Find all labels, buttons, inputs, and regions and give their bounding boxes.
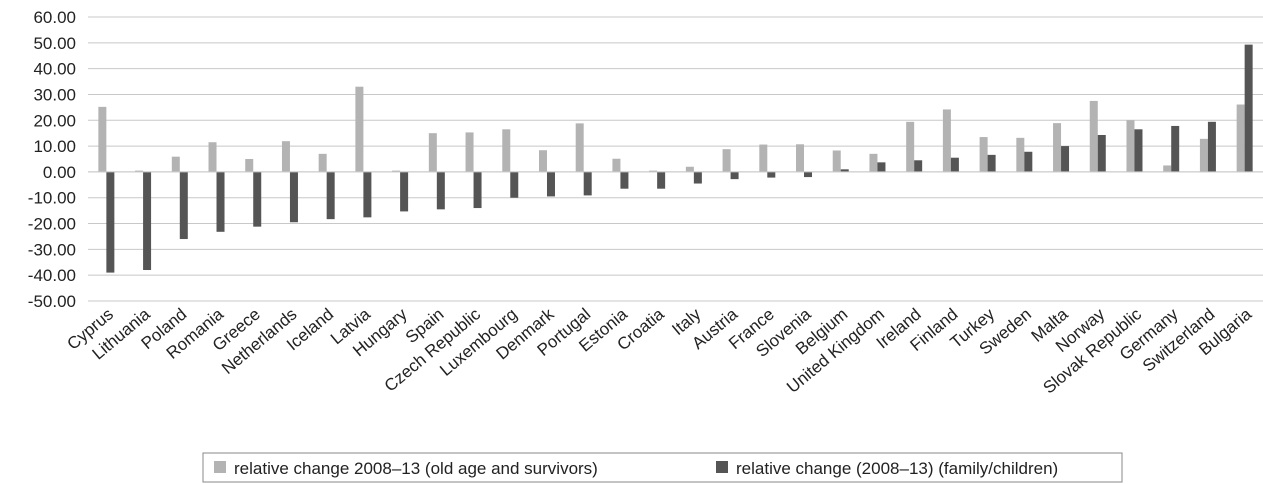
bar-old-age [796, 144, 805, 172]
x-axis: CyprusLithuaniaPolandRomaniaGreeceNether… [63, 304, 1255, 397]
bar-old-age [465, 132, 474, 172]
y-tick-label: 40.00 [33, 60, 76, 79]
bar-family [767, 171, 776, 178]
bar-old-age [612, 158, 621, 172]
y-tick-label: 30.00 [33, 85, 76, 104]
bar-family [1134, 129, 1143, 172]
bar-old-age [979, 137, 988, 172]
y-axis: 60.00 50.00 40.00 30.00 20.00 10.00 0.00 -10.00… [28, 8, 76, 311]
bar-family [1207, 121, 1216, 172]
bar-family [1097, 134, 1106, 172]
bar-old-age [1016, 137, 1025, 172]
bar-old-age [1236, 104, 1245, 172]
legend-label-old-age: relative change 2008–13 (old age and sur… [234, 459, 598, 478]
bar-old-age [722, 149, 731, 172]
bar-old-age [208, 142, 217, 172]
y-tick-label: -10.00 [28, 189, 76, 208]
bar-old-age [538, 150, 547, 172]
bar-old-age [245, 159, 254, 172]
bar-family [326, 171, 335, 220]
bar-old-age [392, 170, 401, 172]
bar-family [436, 171, 445, 210]
bar-family [106, 171, 115, 273]
y-tick-label: 50.00 [33, 34, 76, 53]
legend: relative change 2008–13 (old age and sur… [202, 452, 1123, 483]
bar-family [253, 171, 262, 227]
bar-family [730, 171, 739, 180]
bar-family [987, 154, 996, 172]
bar-old-age [1199, 138, 1208, 172]
bar-old-age [942, 109, 951, 172]
bar-family [1171, 125, 1180, 172]
bar-family [143, 171, 152, 271]
bar-old-age [428, 133, 437, 172]
bar-old-age [135, 170, 144, 172]
y-tick-label: -20.00 [28, 215, 76, 234]
bar-family [1061, 146, 1070, 172]
bar-family [179, 171, 188, 240]
bar-old-age [1163, 165, 1172, 172]
bar-family [693, 171, 702, 184]
bar-family [363, 171, 372, 218]
legend-swatch-old-age [214, 461, 226, 473]
bar-family [657, 171, 666, 189]
bar-old-age [1126, 120, 1135, 172]
bar-family [1024, 151, 1033, 172]
y-tick-label: 0.00 [43, 163, 76, 182]
bar-family [804, 171, 813, 178]
bar-old-age [281, 141, 290, 172]
bar-old-age [1089, 100, 1098, 172]
bar-family [583, 171, 592, 196]
bar-old-age [1053, 123, 1062, 172]
bar-old-age [832, 150, 841, 172]
y-tick-label: 60.00 [33, 8, 76, 27]
legend-swatch-family [716, 461, 728, 473]
bar-family [620, 171, 629, 189]
bar-family [950, 157, 959, 172]
y-tick-label: 10.00 [33, 137, 76, 156]
bar-old-age [171, 156, 180, 172]
bar-family [546, 171, 555, 197]
bar-old-age [685, 166, 694, 172]
legend-label-family: relative change (2008–13) (family/childr… [736, 459, 1058, 478]
bar-family [289, 171, 298, 223]
legend-box [202, 452, 1123, 483]
bar-old-age [869, 153, 878, 172]
grid-lines [88, 16, 1263, 302]
bar-family [216, 171, 225, 232]
bar-family [473, 171, 482, 209]
bar-family [914, 160, 923, 172]
bar-family [400, 171, 409, 212]
bar-old-age [906, 121, 915, 172]
bar-series [98, 44, 1253, 273]
y-tick-label: -40.00 [28, 266, 76, 285]
bar-family [840, 169, 849, 172]
bar-old-age [318, 153, 327, 172]
bar-family [877, 162, 886, 172]
y-tick-label: -30.00 [28, 240, 76, 259]
bar-old-age [759, 144, 768, 172]
bar-family [1244, 44, 1253, 172]
y-tick-label: -50.00 [28, 292, 76, 311]
bar-old-age [98, 106, 107, 172]
bar-old-age [575, 123, 584, 172]
bar-old-age [502, 129, 511, 172]
bar-old-age [355, 86, 364, 172]
bar-family [510, 171, 519, 198]
y-tick-label: 20.00 [33, 111, 76, 130]
bar-old-age [649, 170, 658, 172]
